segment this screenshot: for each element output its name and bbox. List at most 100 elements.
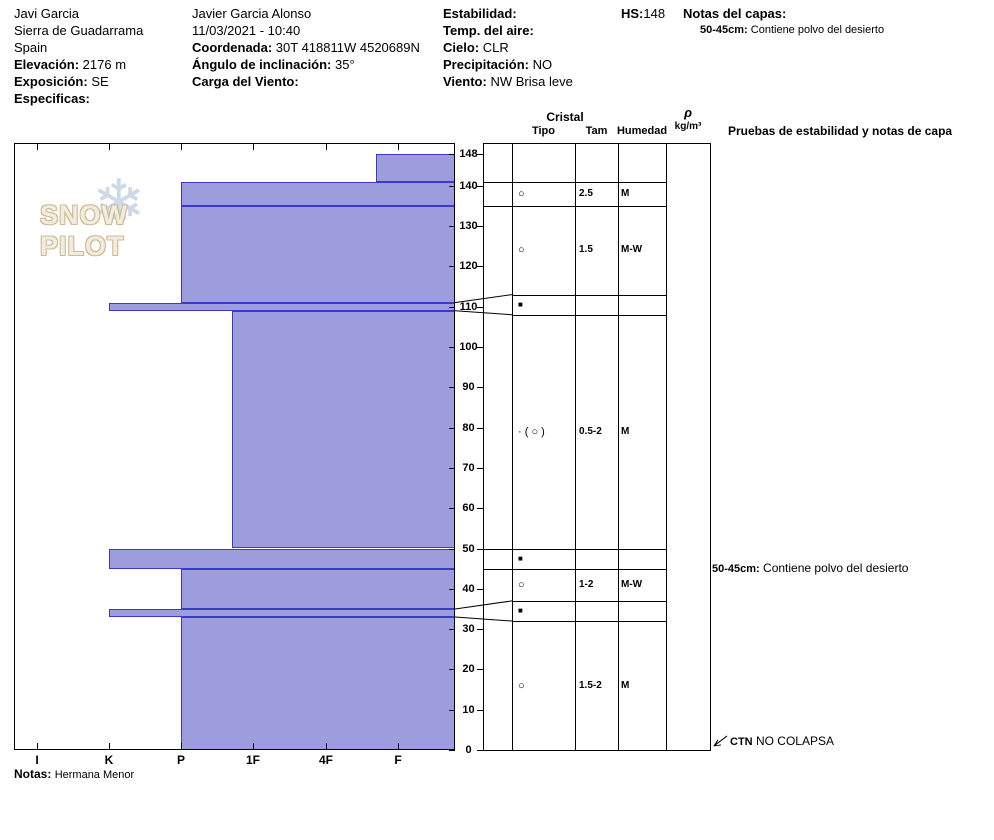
grain-type-symbol: · ( ○ ): [518, 425, 545, 438]
pit-name: Javier Garcia Alonso: [192, 6, 312, 21]
precip-value: NO: [532, 57, 553, 72]
precip-label: Precipitación:: [443, 57, 529, 72]
wind-label: Viento:: [443, 74, 487, 89]
depth-axis-label: 140: [459, 180, 478, 192]
hs-label: HS:: [621, 6, 644, 21]
depth-tick-grid: [477, 186, 483, 187]
header-col-pit: Javier Garcia Alonso 11/03/2021 - 10:40 …: [192, 5, 420, 90]
hardness-tick-bottom: [253, 743, 254, 749]
depth-tick-grid: [477, 347, 483, 348]
sky-line: Cielo: CLR: [443, 39, 573, 56]
layer-moisture-value: M: [621, 679, 630, 691]
layer-row-line: [483, 182, 666, 183]
pit-datetime: 11/03/2021 - 10:40: [192, 23, 301, 38]
grain-size-value: 1.5: [579, 244, 593, 256]
layer-note-text: Contiene polvo del desierto: [750, 24, 885, 36]
depth-tick-chart: [449, 750, 455, 751]
layer-row-line: [512, 621, 666, 622]
hardness-tick-top: [181, 144, 182, 150]
hardness-axis-label: K: [104, 753, 114, 767]
grid-vline: [483, 143, 484, 751]
depth-axis-label: 30: [462, 623, 475, 635]
depth-tick-chart: [449, 428, 455, 429]
depth-tick-chart: [449, 710, 455, 711]
connector-line: [713, 735, 728, 747]
elevation-line: Elevación: 2176 m: [14, 56, 143, 73]
layer-bar: [181, 617, 455, 750]
cristal-column-header: Cristal: [546, 110, 584, 124]
coord-label: Coordenada:: [192, 40, 273, 55]
layer-bar: [181, 181, 455, 206]
depth-tick-grid: [477, 549, 483, 550]
header-col-layer-notes: Notas del capas:: [683, 5, 786, 22]
layer-row-line: [512, 601, 666, 602]
hardness-tick-bottom: [398, 743, 399, 749]
stability-note: 50-45cm: Contiene polvo del desierto: [712, 561, 908, 577]
depth-tick-grid: [477, 468, 483, 469]
layer-row-line: [483, 549, 666, 550]
depth-axis-label: 80: [462, 422, 475, 434]
layer-moisture-value: M: [621, 187, 630, 199]
hardness-tick-top: [398, 144, 399, 150]
layer-moisture-value: M-W: [621, 244, 643, 256]
elevation-label: Elevación:: [14, 57, 80, 72]
airtemp-label: Temp. del aire:: [443, 23, 534, 38]
depth-tick-grid: [477, 387, 483, 388]
stability-column-header: Pruebas de estabilidad y notas de capa: [728, 124, 953, 138]
depth-tick-grid: [477, 428, 483, 429]
layer-row-line: [512, 315, 666, 316]
specifics-label: Especificas:: [14, 91, 90, 106]
grid-vline: [666, 143, 667, 751]
hs-line: HS:148: [621, 5, 665, 22]
grain-size-value: 2.5: [579, 187, 593, 199]
depth-tick-chart: [449, 387, 455, 388]
country-name: Spain: [14, 40, 48, 55]
depth-tick-chart: [449, 347, 455, 348]
depth-tick-chart: [449, 508, 455, 509]
wind-value: NW Brisa leve: [490, 74, 573, 89]
hs-value: 148: [643, 6, 666, 21]
precip-line: Precipitación: NO: [443, 56, 573, 73]
grain-type-symbol: ■: [518, 553, 523, 563]
layer-bar: [181, 568, 455, 609]
depth-tick-chart: [449, 154, 455, 155]
grain-type-symbol: ■: [518, 299, 523, 309]
depth-tick-chart: [449, 307, 455, 308]
depth-axis-label: 40: [462, 583, 475, 595]
layer-moisture-value: M-W: [621, 578, 643, 590]
stability-line: Estabilidad:: [443, 5, 573, 22]
depth-tick-grid: [477, 629, 483, 630]
hardness-axis-label: I: [35, 753, 39, 767]
hardness-axis-label: 1F: [245, 753, 260, 767]
grain-size-value: 1.5-2: [579, 679, 602, 691]
depth-tick-chart: [449, 549, 455, 550]
hardness-axis-label: F: [394, 753, 402, 767]
tam-column-header: Tam: [585, 125, 608, 137]
grain-type-symbol: ■: [518, 605, 523, 615]
stability-note-prefix: CTN: [730, 735, 753, 748]
aspect-line: Exposición: SE: [14, 73, 143, 90]
pit-notes-line: Notas: Hermana Menor: [14, 767, 134, 781]
depth-tick-grid: [477, 154, 483, 155]
depth-axis-label: 50: [462, 543, 475, 555]
stability-note-text: Contiene polvo del desierto: [759, 560, 909, 575]
depth-tick-grid: [477, 508, 483, 509]
hardness-tick-bottom: [109, 743, 110, 749]
depth-tick-chart: [449, 468, 455, 469]
hardness-tick-top: [109, 144, 110, 150]
windload-line: Carga del Viento:: [192, 73, 420, 90]
layer-moisture-value: M: [621, 425, 630, 437]
grain-size-value: 0.5-2: [579, 425, 602, 437]
hardness-tick-top: [253, 144, 254, 150]
depth-axis-label: 10: [462, 704, 475, 716]
depth-axis-label: 60: [462, 502, 475, 514]
slope-line: Ángulo de inclinación: 35°: [192, 56, 420, 73]
aspect-value: SE: [91, 74, 109, 89]
depth-tick-grid: [477, 710, 483, 711]
depth-axis-label: 90: [462, 381, 475, 393]
depth-tick-grid: [477, 750, 483, 751]
stability-note-text: NO COLAPSA: [752, 733, 834, 748]
header-col-hs: HS:148: [621, 5, 665, 22]
